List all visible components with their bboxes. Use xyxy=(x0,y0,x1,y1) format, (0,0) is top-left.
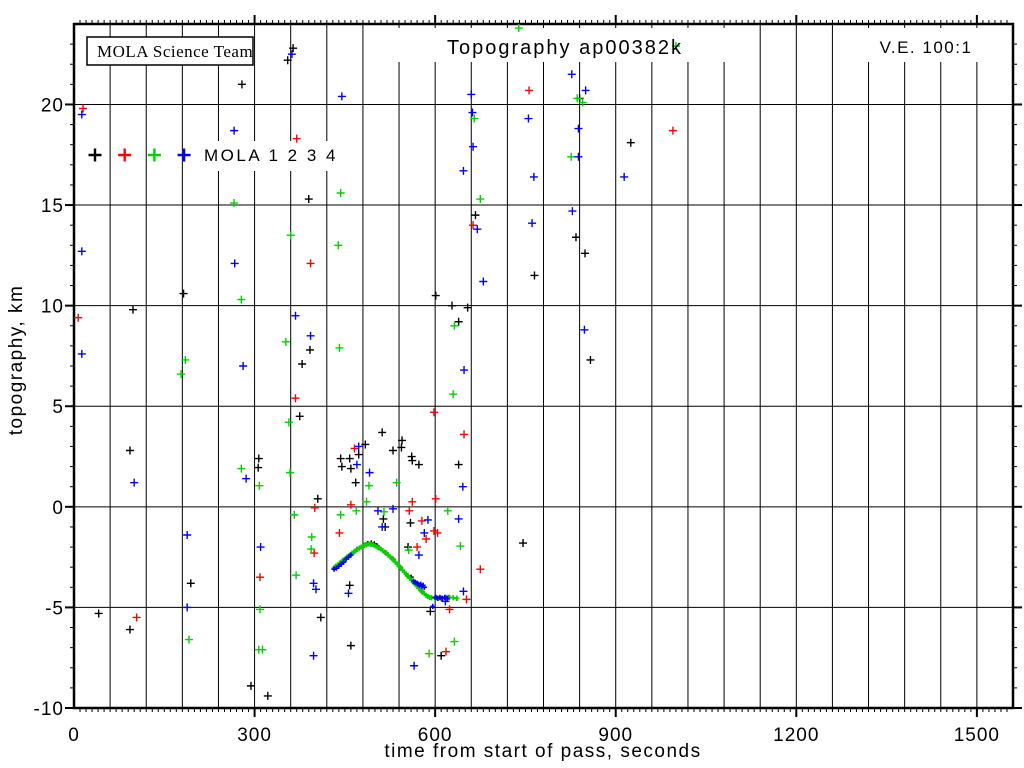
svg-text:300: 300 xyxy=(237,725,272,746)
svg-text:1500: 1500 xyxy=(954,725,1000,746)
x-axis-label: time from start of pass, seconds xyxy=(384,741,701,762)
vertical-exaggeration-label: V.E. 100:1 xyxy=(880,38,973,57)
y-axis-label: topography, km xyxy=(6,285,27,436)
svg-text:20: 20 xyxy=(41,95,64,116)
legend-marker-4 xyxy=(177,148,191,162)
series-mola-1 xyxy=(94,44,635,700)
data-points xyxy=(74,24,680,700)
y-tick-labels: 20 15 10 5 0 -5 -10 xyxy=(34,95,64,720)
legend-marker-3 xyxy=(147,148,161,162)
svg-text:5: 5 xyxy=(52,397,64,418)
text-background-patches xyxy=(200,28,996,171)
grid-lines xyxy=(74,24,1013,708)
svg-text:-5: -5 xyxy=(45,598,64,619)
svg-text:0: 0 xyxy=(68,725,80,746)
legend-marker-2 xyxy=(118,148,132,162)
legend-markers xyxy=(88,148,191,162)
chart-title: Topography ap00382k xyxy=(447,37,683,59)
series-mola-3 xyxy=(177,24,680,658)
plot-frame xyxy=(72,22,1015,710)
legend-label: MOLA 1 2 3 4 xyxy=(204,146,338,165)
x-tick-labels: 0 300 600 900 1200 1500 xyxy=(68,725,1000,746)
svg-text:15: 15 xyxy=(41,196,64,217)
svg-text:1200: 1200 xyxy=(773,725,819,746)
credit-box: MOLA Science Team xyxy=(86,36,254,66)
series-mola-2 xyxy=(74,86,677,656)
credit-label: MOLA Science Team xyxy=(97,42,253,61)
legend-marker-1 xyxy=(88,148,102,162)
series-mola-4 xyxy=(77,50,629,670)
svg-text:600: 600 xyxy=(418,725,453,746)
svg-text:900: 900 xyxy=(598,725,633,746)
svg-text:-10: -10 xyxy=(34,699,64,720)
svg-text:10: 10 xyxy=(41,297,64,318)
svg-text:0: 0 xyxy=(52,498,64,519)
